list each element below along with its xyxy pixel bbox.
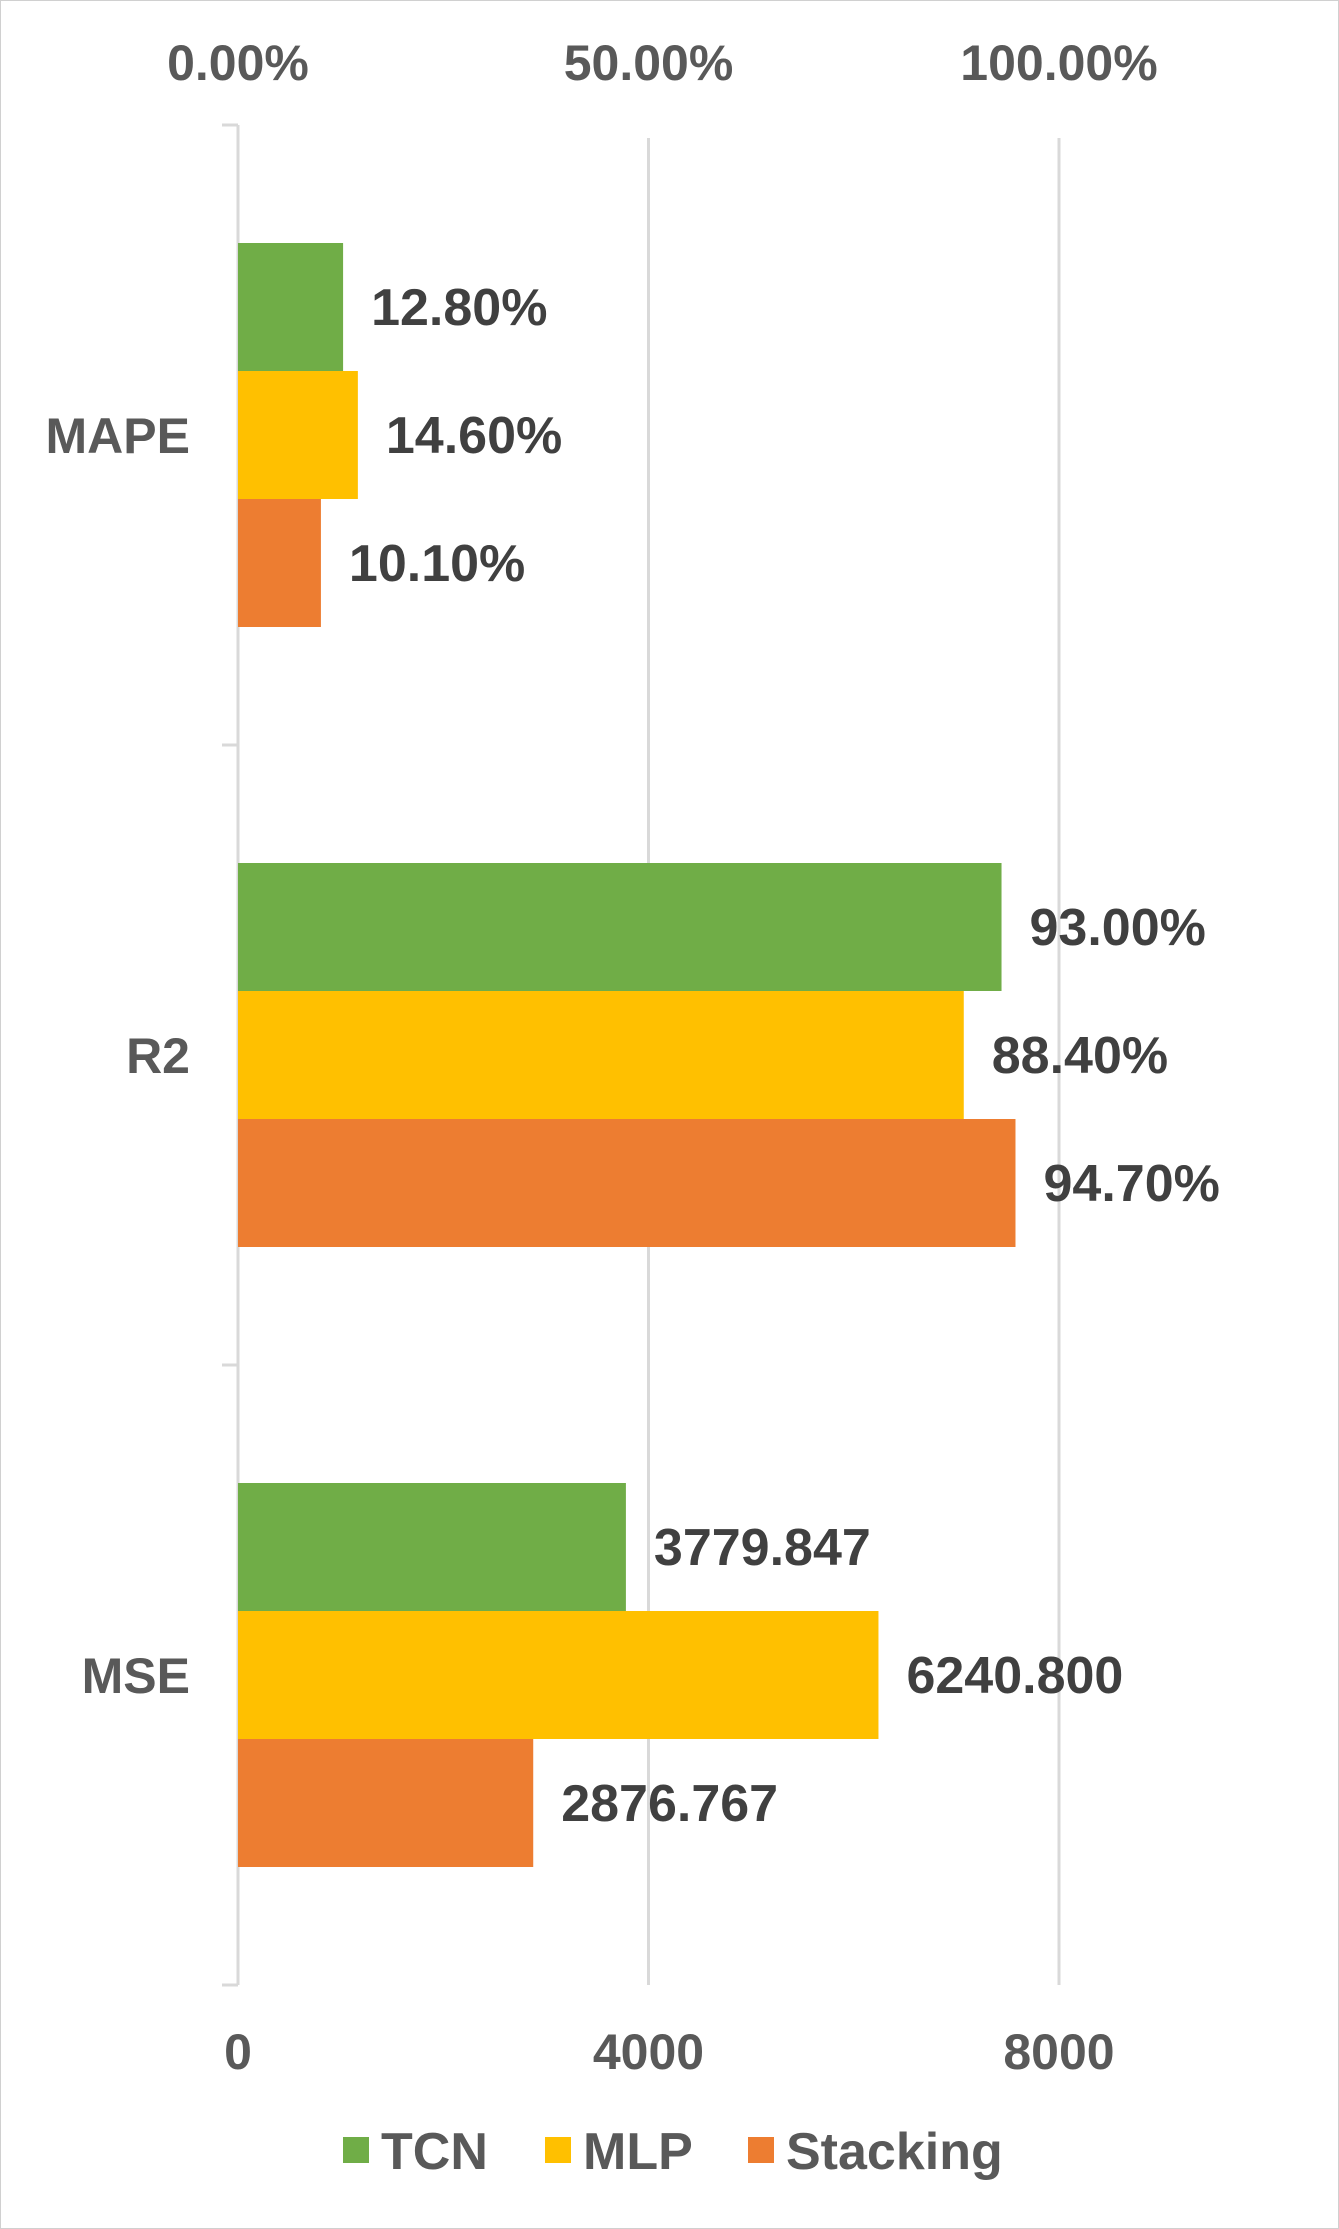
data-label: 6240.800 [906, 1647, 1123, 1705]
category-labels: MAPE R2 MSE [46, 408, 190, 1704]
legend-swatch-mlp [545, 2137, 571, 2163]
bottom-axis-ticks: 0 4000 8000 [224, 2024, 1115, 2080]
legend-swatch-tcn [343, 2137, 369, 2163]
data-labels: 12.80% 14.60% 10.10% 93.00% 88.40% 94.70% 3779… [349, 279, 1220, 1833]
bar-stacking-mse [238, 1739, 534, 1867]
top-axis-tick-label: 50.00% [564, 35, 734, 91]
bars [238, 243, 1016, 1867]
top-axis-ticks: 0.00% 50.00% 100.00% [167, 35, 1158, 91]
data-label: 14.60% [386, 407, 562, 465]
legend-swatch-stacking [748, 2137, 774, 2163]
bar-mlp-mse [238, 1611, 879, 1739]
data-label: 94.70% [1043, 1155, 1219, 1213]
data-label: 2876.767 [561, 1775, 778, 1833]
bar-mlp-r2 [238, 991, 964, 1119]
legend: TCN MLP Stacking [343, 2123, 1003, 2181]
bar-mlp-mape [238, 371, 358, 499]
bottom-axis-tick-label: 4000 [593, 2024, 704, 2080]
bar-tcn-mape [238, 243, 344, 371]
category-axis [222, 123, 240, 1987]
bar-tcn-r2 [238, 863, 1002, 991]
data-label: 88.40% [992, 1027, 1168, 1085]
data-label: 10.10% [349, 535, 525, 593]
bar-stacking-r2 [238, 1119, 1016, 1247]
legend-label-tcn: TCN [381, 2123, 488, 2181]
data-label: 3779.847 [654, 1519, 871, 1577]
category-label: R2 [126, 1028, 190, 1084]
top-axis-tick-label: 0.00% [167, 35, 309, 91]
legend-label-stacking: Stacking [786, 2123, 1003, 2181]
data-label: 93.00% [1030, 899, 1206, 957]
bar-tcn-mse [238, 1483, 626, 1611]
bar-stacking-mape [238, 499, 321, 627]
bottom-axis-tick-label: 8000 [1003, 2024, 1114, 2080]
category-label: MAPE [46, 408, 190, 464]
bottom-axis-tick-label: 0 [224, 2024, 252, 2080]
data-label: 12.80% [371, 279, 547, 337]
category-label: MSE [82, 1648, 190, 1704]
top-axis-tick-label: 100.00% [960, 35, 1157, 91]
legend-label-mlp: MLP [583, 2123, 693, 2181]
